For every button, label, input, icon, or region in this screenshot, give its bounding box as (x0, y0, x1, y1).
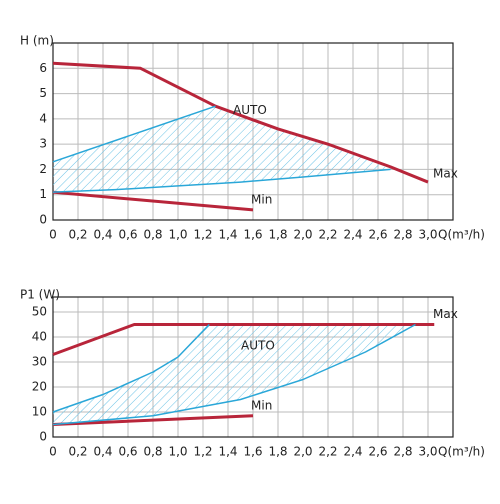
x-tick-label: 1,4 (218, 445, 237, 459)
y-tick-label: 20 (32, 380, 47, 394)
x-tick-label: 0,2 (68, 228, 87, 242)
x-tick-label: 2,4 (343, 228, 362, 242)
x-tick-label: 1,2 (193, 228, 212, 242)
x-tick-label: 0 (49, 445, 57, 459)
y-axis-label: H (m) (20, 34, 54, 48)
y-tick-label: 6 (39, 61, 47, 75)
x-tick-label: 1,8 (268, 445, 287, 459)
line-series (52, 414, 254, 426)
line-series (52, 61, 429, 184)
x-tick-label: 2,6 (368, 445, 387, 459)
x-tick-label: 3,0 (418, 445, 437, 459)
line-series (52, 323, 416, 426)
y-tick-label: 10 (32, 405, 47, 419)
x-tick-label: 1,8 (268, 228, 287, 242)
y-tick-label: 50 (32, 305, 47, 319)
min-label: Min (251, 398, 272, 412)
x-tick-label: 1,2 (193, 445, 212, 459)
x-tick-label: 2,8 (393, 228, 412, 242)
x-tick-label: 0,8 (143, 228, 162, 242)
line-series (52, 168, 391, 193)
x-tick-label: 2,6 (368, 228, 387, 242)
x-tick-label: 1,0 (168, 445, 187, 459)
line-series (52, 323, 435, 356)
x-tick-label: 1,0 (168, 228, 187, 242)
x-tick-label: 0 (49, 228, 57, 242)
x-axis-label: Q(m³/h) (438, 228, 485, 242)
x-tick-label: 2,4 (343, 445, 362, 459)
max-label: Max (433, 307, 458, 321)
y-tick-label: 1 (39, 187, 47, 201)
x-tick-label: 1,6 (243, 228, 262, 242)
y-tick-label: 4 (39, 111, 47, 125)
x-tick-label: 0,4 (93, 445, 112, 459)
y-tick-label: 2 (39, 162, 47, 176)
x-tick-label: 3,0 (418, 228, 437, 242)
line-series (52, 190, 254, 212)
y-axis-label: P1 (W) (20, 288, 60, 302)
x-tick-label: 2,2 (318, 445, 337, 459)
x-tick-label: 1,6 (243, 445, 262, 459)
y-tick-label: 30 (32, 355, 47, 369)
x-tick-label: 2,2 (318, 228, 337, 242)
min-label: Min (251, 192, 272, 206)
line-series (52, 105, 216, 163)
y-tick-label: 3 (39, 137, 47, 151)
x-tick-label: 2,0 (293, 445, 312, 459)
auto-area (53, 106, 391, 193)
x-tick-label: 0,2 (68, 445, 87, 459)
y-tick-label: 40 (32, 330, 47, 344)
x-tick-label: 0,6 (118, 228, 137, 242)
x-tick-label: 2,8 (393, 445, 412, 459)
x-axis-label: Q(m³/h) (438, 445, 485, 459)
x-tick-label: 0,8 (143, 445, 162, 459)
plot-frame (52, 42, 454, 221)
x-tick-label: 0,4 (93, 228, 112, 242)
plot-frame (52, 296, 454, 438)
y-tick-label: 5 (39, 86, 47, 100)
line-series (52, 323, 210, 413)
auto-area (53, 324, 416, 425)
x-tick-label: 2,0 (293, 228, 312, 242)
max-label: Max (433, 167, 458, 181)
auto-label: AUTO (241, 339, 275, 353)
auto-label: AUTO (233, 103, 267, 117)
y-tick-label: 0 (39, 213, 47, 227)
y-tick-label: 0 (39, 430, 47, 444)
x-tick-label: 0,6 (118, 445, 137, 459)
x-tick-label: 1,4 (218, 228, 237, 242)
